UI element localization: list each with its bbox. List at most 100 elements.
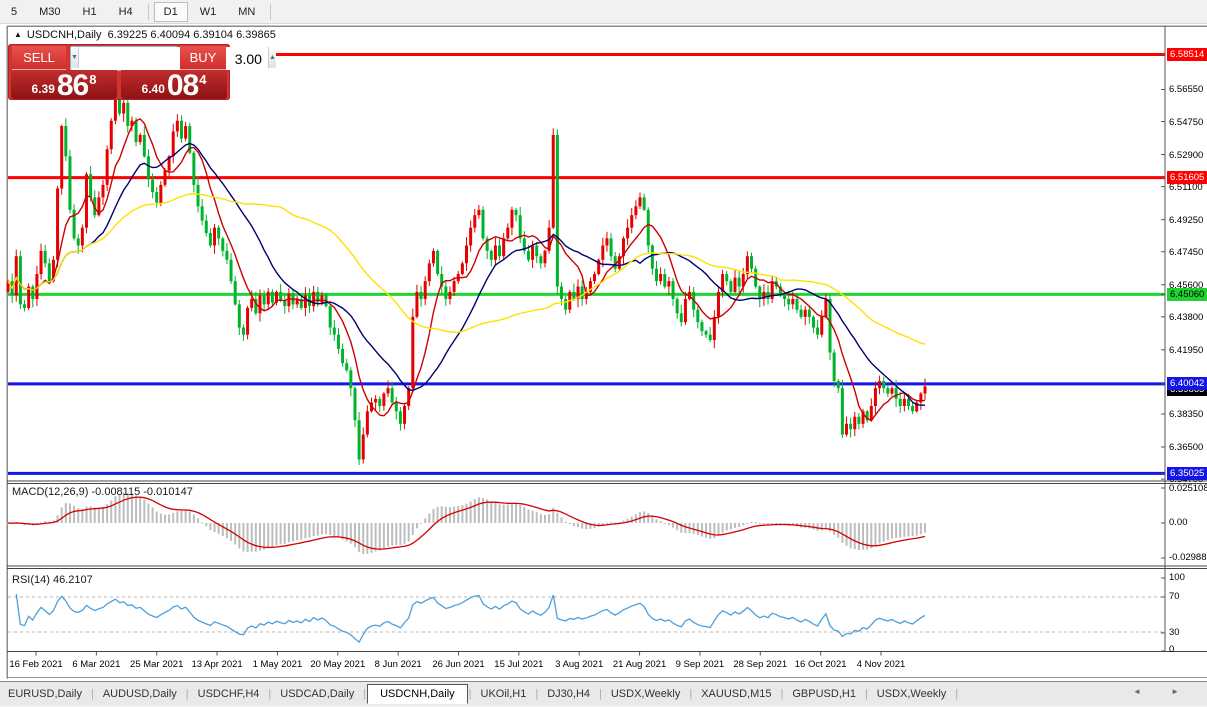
candle-body: [76, 238, 80, 246]
timeframe-button-mn[interactable]: MN: [238, 5, 256, 18]
candle-body: [262, 295, 266, 305]
volume-increase-icon[interactable]: ▲: [267, 47, 276, 68]
macd-histogram-bar: [48, 521, 51, 523]
candle-body: [43, 250, 47, 264]
tab-usdx-weekly[interactable]: USDX,Weekly: [876, 687, 947, 700]
candle-body: [274, 291, 278, 303]
tab-gbpusd-h1[interactable]: GBPUSD,H1: [792, 687, 856, 700]
candle-body: [151, 179, 155, 193]
candle-body: [683, 299, 687, 323]
candle-body: [221, 238, 225, 251]
candle-body: [617, 256, 621, 269]
tab-usdx-weekly[interactable]: USDX,Weekly: [610, 687, 681, 700]
candle-body: [423, 281, 427, 300]
candle-body: [258, 295, 262, 314]
timeframe-button-w1[interactable]: W1: [199, 5, 217, 18]
sell-price-big: 86: [56, 69, 89, 102]
collapse-icon[interactable]: ▲: [14, 30, 22, 39]
macd-histogram-bar: [139, 496, 142, 523]
macd-histogram-bar: [151, 507, 154, 523]
candle-body: [799, 309, 803, 317]
symbol-tab-bar: EURUSD,Daily | AUDUSD,Daily | USDCHF,H4 | USDC…: [0, 681, 1207, 705]
macd-histogram-bar: [750, 521, 753, 523]
candle-body: [109, 120, 113, 150]
candle-body: [126, 102, 130, 127]
macd-signal-line: [7, 496, 926, 550]
buy-button[interactable]: BUY: [180, 46, 226, 70]
macd-histogram-bar: [738, 523, 741, 527]
candle-body: [721, 274, 725, 292]
candle-body: [97, 197, 101, 216]
price-level-badge[interactable]: 6.45060: [1167, 287, 1207, 301]
volume-decrease-icon[interactable]: ▼: [71, 47, 79, 68]
macd-histogram-bar: [374, 523, 377, 552]
macd-histogram-bar: [890, 523, 893, 539]
candle-body: [217, 227, 221, 239]
candle-body: [502, 238, 506, 257]
macd-histogram-bar: [292, 523, 295, 542]
candle-body: [704, 331, 708, 335]
timeframe-button-m30[interactable]: M30: [39, 5, 61, 18]
chart-window: [7, 26, 1207, 679]
candle-body: [473, 215, 477, 228]
timeframe-button-d1[interactable]: D1: [153, 1, 188, 22]
macd-histogram-bar: [56, 515, 59, 523]
candle-body: [431, 250, 435, 264]
candle-body: [411, 316, 415, 389]
candle-body: [551, 134, 555, 228]
buy-price-big: 08: [166, 69, 199, 102]
macd-histogram-bar: [907, 523, 910, 537]
candle-body: [452, 281, 456, 292]
macd-histogram-bar: [556, 512, 559, 523]
candle-body: [787, 299, 791, 305]
date-axis-label: 21 Aug 2021: [612, 659, 667, 670]
macd-histogram-bar: [630, 516, 633, 523]
sell-price-button[interactable]: 6.39 86 8: [11, 69, 117, 102]
candle-body: [836, 381, 840, 389]
price-level-badge[interactable]: 6.51605: [1167, 171, 1207, 185]
tab-dj30-h4[interactable]: DJ30,H4: [547, 687, 590, 700]
macd-histogram-bar: [279, 523, 282, 545]
volume-input[interactable]: [78, 47, 268, 70]
tab-usdcad-daily[interactable]: USDCAD,Daily: [280, 687, 355, 700]
macd-histogram-bar: [828, 523, 831, 532]
buy-price-button[interactable]: 6.40 08 4: [121, 69, 227, 102]
timeframe-button-5[interactable]: 5: [11, 5, 18, 18]
trade-panel-price-row: 6.39 86 8 6.40 08 4: [8, 69, 230, 102]
macd-histogram-bar: [535, 512, 538, 523]
macd-histogram-bar: [862, 523, 865, 550]
tab-scroll-arrows[interactable]: ◄ ►: [1132, 687, 1193, 696]
candle-body: [576, 286, 580, 300]
price-axis-label: 6.56550: [1169, 84, 1204, 96]
timeframe-button-h1[interactable]: H1: [82, 5, 97, 18]
macd-histogram-bar: [453, 506, 456, 523]
price-level-badge[interactable]: 6.58514: [1167, 47, 1207, 61]
tab-eurusd-daily[interactable]: EURUSD,Daily: [8, 687, 82, 700]
candle-body: [436, 250, 440, 275]
candle-body: [465, 245, 468, 264]
tab-xauusd-m15[interactable]: XAUUSD,M15: [701, 687, 772, 700]
timeframe-button-h4[interactable]: H4: [118, 5, 133, 18]
macd-histogram-bar: [717, 523, 720, 536]
macd-histogram-bar: [225, 523, 228, 539]
candle-body: [237, 304, 241, 328]
macd-histogram-bar: [700, 523, 703, 537]
price-level-badge[interactable]: 6.40042: [1167, 377, 1207, 391]
macd-histogram-bar: [93, 507, 96, 523]
macd-histogram-bar: [358, 523, 361, 553]
sell-button[interactable]: SELL: [12, 46, 66, 70]
tab-ukoil-h1[interactable]: UKOil,H1: [480, 687, 527, 700]
candle-body: [118, 90, 122, 114]
candle-body: [374, 398, 378, 403]
macd-histogram-bar: [548, 514, 551, 523]
price-level-badge[interactable]: 6.35025: [1167, 466, 1207, 480]
candle-body: [638, 197, 642, 207]
tab-audusd-daily[interactable]: AUDUSD,Daily: [102, 687, 177, 700]
tab-usdchf-h4[interactable]: USDCHF,H4: [197, 687, 260, 700]
macd-histogram-bar: [73, 505, 76, 523]
tab-usdcnh-daily[interactable]: USDCNH,Daily: [367, 683, 468, 704]
tab-separator: |: [780, 687, 784, 700]
candle-body: [407, 388, 411, 406]
tab-separator: |: [268, 687, 272, 700]
